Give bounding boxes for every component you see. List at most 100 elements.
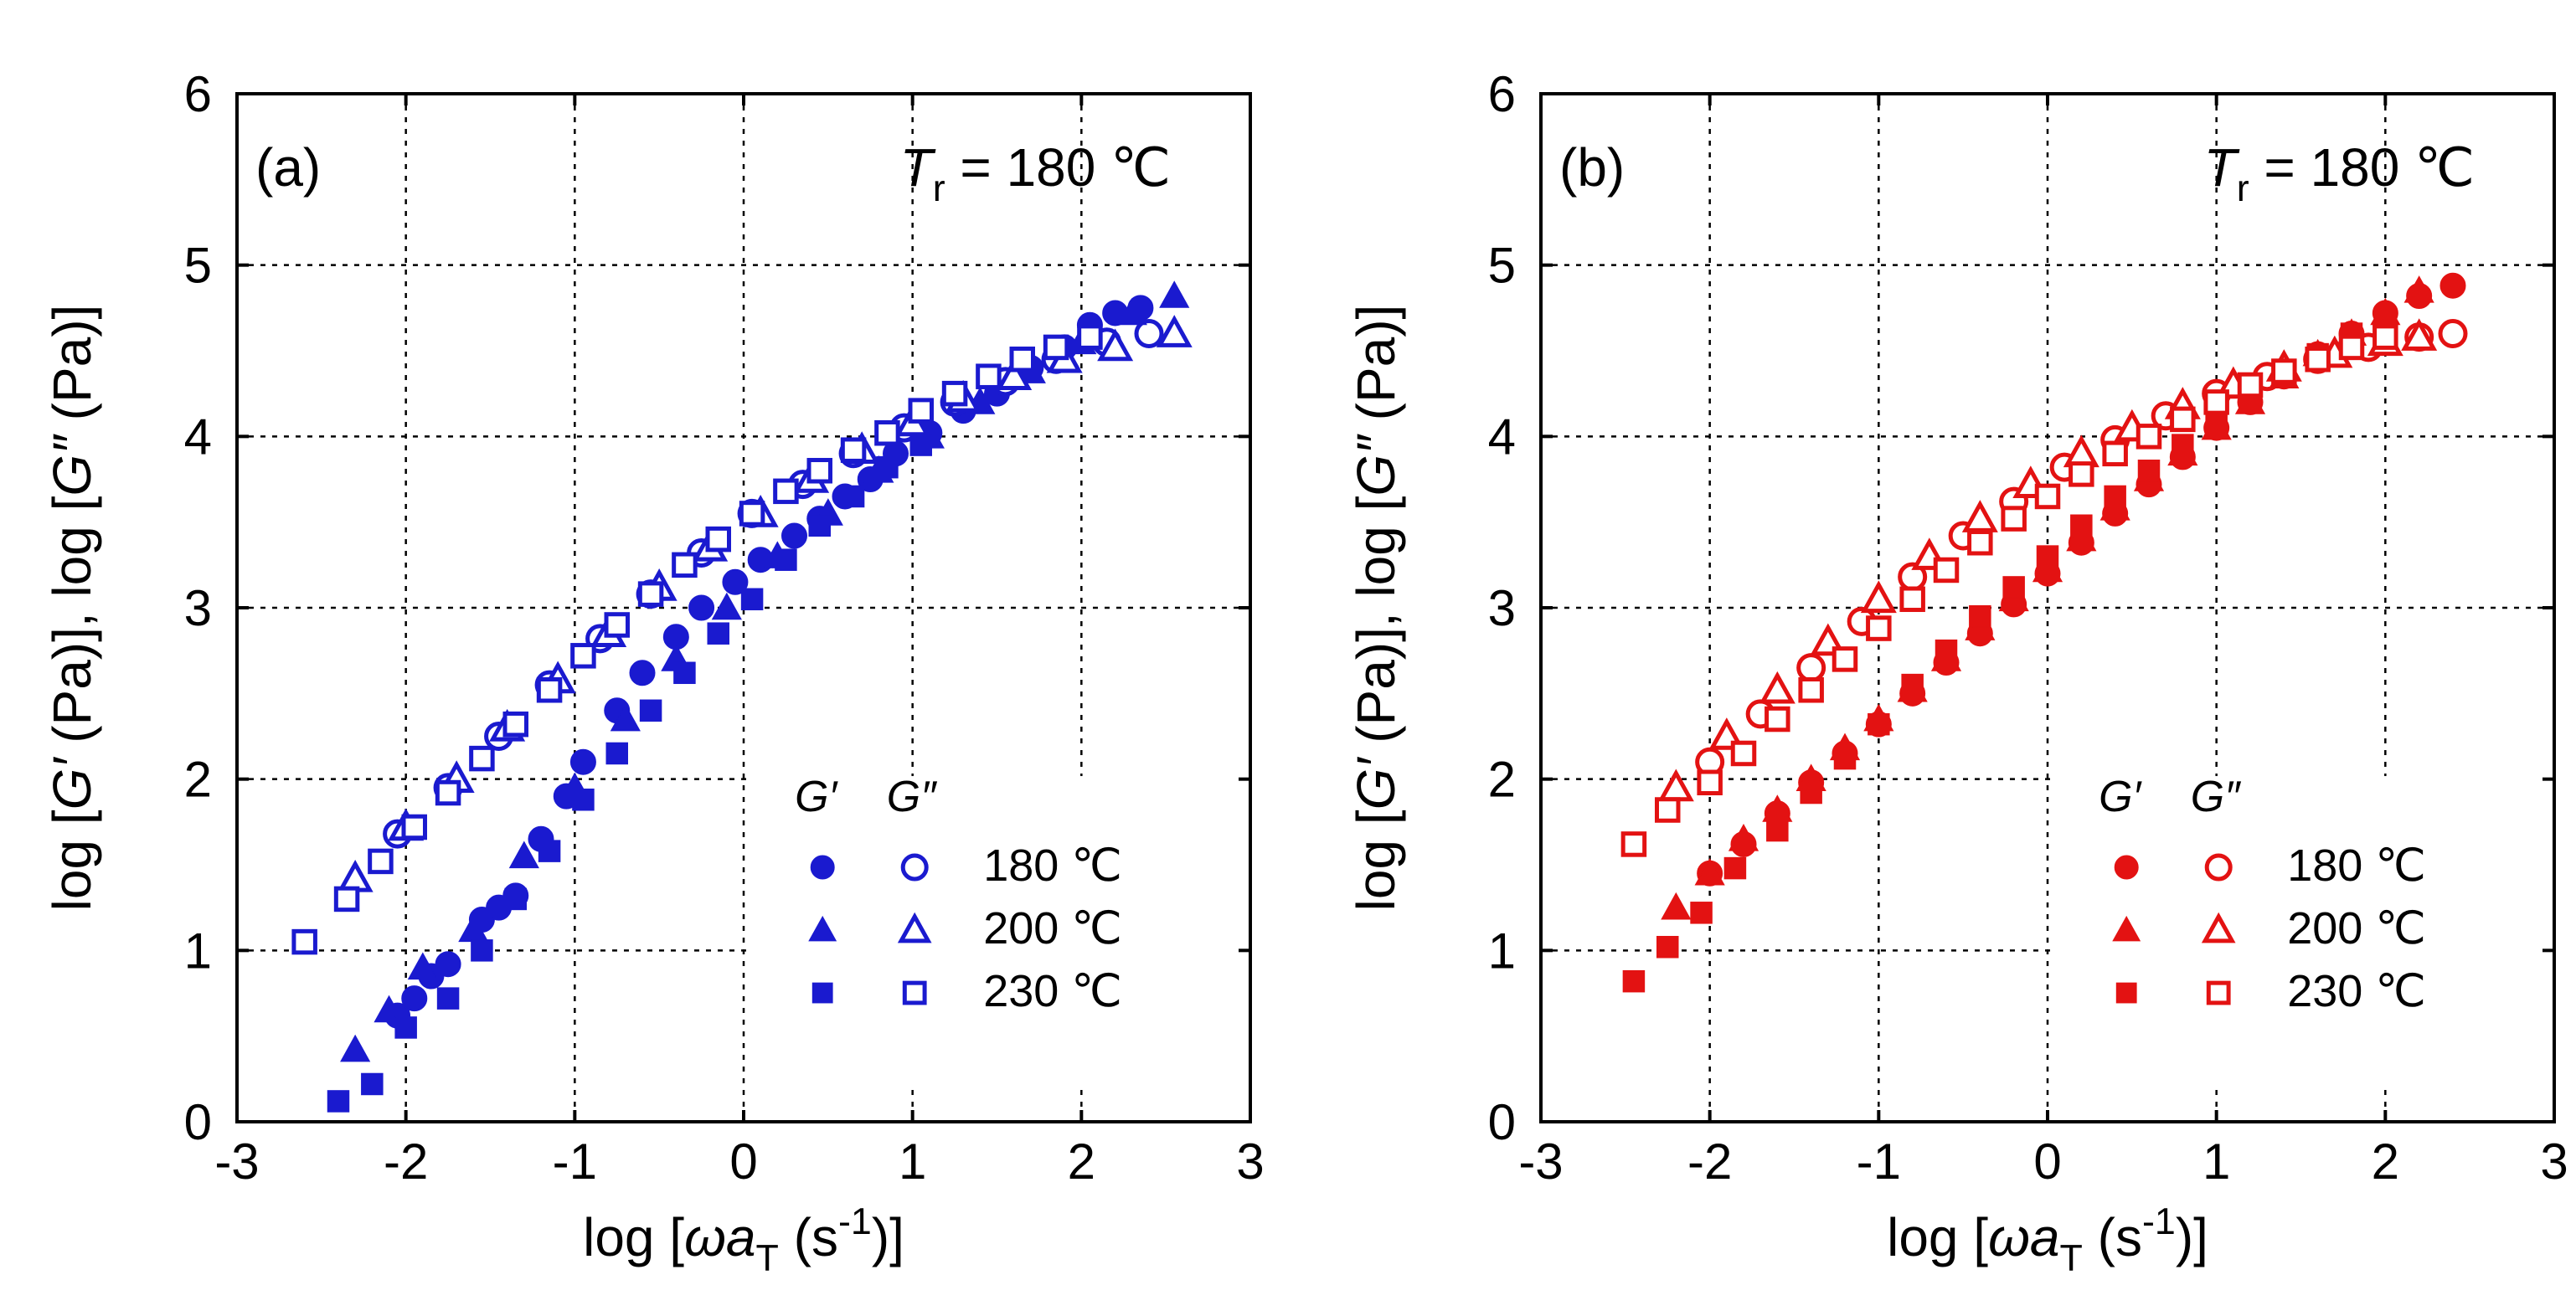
legend-marker (2114, 855, 2139, 880)
x-tick-label: 2 (1068, 1134, 1095, 1190)
data-point (2104, 485, 2126, 508)
data-point (1730, 740, 1757, 767)
y-tick-label: 5 (1488, 238, 1516, 294)
data-point (874, 419, 900, 446)
legend-marker (2206, 980, 2231, 1005)
series-square-open (291, 324, 1103, 955)
legend-marker (902, 980, 927, 1005)
x-tick-label: -1 (1857, 1134, 1901, 1190)
legend-label: 180 ℃ (2287, 840, 2426, 891)
data-point (2036, 545, 2059, 568)
data-point (2403, 275, 2434, 303)
panel-label: (b) (1559, 137, 1625, 198)
data-point (1657, 769, 1694, 802)
x-tick-label: 2 (2372, 1134, 2399, 1190)
data-point (707, 622, 729, 645)
data-point (2338, 334, 2365, 361)
data-point (401, 985, 428, 1012)
data-point (629, 660, 656, 686)
data-point (1622, 969, 1646, 993)
data-point (1759, 671, 1795, 704)
series-circle-open (383, 319, 1164, 849)
legend-marker (2115, 982, 2137, 1004)
y-axis-label: log [G′ (Pa)], log [G″ (Pa)] (42, 305, 102, 912)
x-tick-label: 1 (899, 1134, 926, 1190)
data-point (2438, 319, 2468, 349)
data-point (504, 887, 527, 911)
data-point (1961, 500, 1998, 532)
y-tick-label: 4 (184, 409, 212, 465)
data-point (2066, 523, 2097, 552)
data-point (1901, 673, 1924, 697)
legend-marker (2201, 912, 2236, 943)
data-point (773, 478, 799, 505)
data-point (1690, 902, 1713, 924)
data-point (1097, 328, 1134, 362)
data-point (2070, 514, 2093, 537)
y-tick-label: 0 (1488, 1094, 1516, 1150)
data-point (1766, 819, 1789, 842)
data-point (1935, 639, 1958, 662)
data-point (2069, 461, 2094, 487)
data-point (2401, 318, 2438, 351)
data-point (570, 643, 596, 669)
legend-label: 230 ℃ (983, 966, 1122, 1016)
data-point (2439, 272, 2466, 299)
y-tick-label: 1 (184, 923, 212, 979)
x-tick-label: -3 (1518, 1134, 1563, 1190)
y-tick-label: 4 (1488, 409, 1516, 465)
data-point (740, 588, 764, 611)
data-point (2305, 346, 2331, 373)
x-tick-label: 3 (1236, 1134, 1264, 1190)
data-point (291, 928, 317, 955)
data-point (1661, 892, 1692, 920)
legend-marker (811, 982, 833, 1004)
data-point (1009, 346, 1035, 373)
reference-temperature-annotation: Tr = 180 ℃ (900, 137, 1171, 209)
data-point (1655, 797, 1681, 823)
chart-panel-b: -3 -2 -1 0 1 2 3 0 1 2 3 4 5 6 log [ωaT (s-1)] log [G′ … (1346, 66, 2568, 1279)
data-point (538, 840, 561, 862)
y-axis-label: log [G′ (Pa)], log [G″ (Pa)] (1346, 305, 1406, 912)
data-point (639, 699, 662, 722)
data-point (361, 1072, 384, 1096)
data-point (2203, 389, 2229, 415)
data-point (673, 661, 696, 685)
x-axis-label: log [ωaT (s-1)] (1887, 1200, 2208, 1279)
data-point (1694, 857, 1725, 886)
chart-panel-a: -3 -2 -1 0 1 2 3 0 1 2 3 4 5 6 log [ωaT (s-1)] log [G′ … (42, 66, 1265, 1279)
data-point (1116, 297, 1147, 326)
data-point (1833, 747, 1857, 770)
legend-marker (810, 855, 835, 880)
legend-marker (2204, 853, 2233, 882)
data-point (1899, 586, 1925, 613)
data-point (1969, 604, 1991, 628)
data-point (840, 437, 867, 463)
data-point (876, 455, 899, 479)
legend-header-storage: G′ (795, 773, 838, 821)
legend-label: 230 ℃ (2287, 966, 2426, 1016)
data-point (1156, 315, 1193, 347)
data-point (2170, 406, 2196, 433)
data-point (688, 594, 715, 621)
data-point (401, 814, 427, 840)
y-tick-label: 6 (1488, 66, 1516, 122)
data-point (610, 703, 641, 732)
y-tick-label: 5 (184, 238, 212, 294)
data-point (337, 859, 374, 892)
data-point (2372, 324, 2398, 350)
legend-header-loss: G″ (887, 773, 937, 821)
reference-temperature-annotation: Tr = 180 ℃ (2204, 137, 2475, 209)
data-point (941, 380, 968, 407)
data-point (908, 398, 934, 424)
legend-marker (808, 915, 837, 942)
data-point (775, 548, 797, 571)
data-point (711, 592, 742, 620)
data-point (569, 748, 596, 775)
x-tick-label: 0 (729, 1134, 757, 1190)
legend-marker (2112, 915, 2141, 942)
legend-background (747, 776, 1255, 1085)
legend-label: 180 ℃ (983, 840, 1122, 891)
data-point (808, 514, 831, 537)
